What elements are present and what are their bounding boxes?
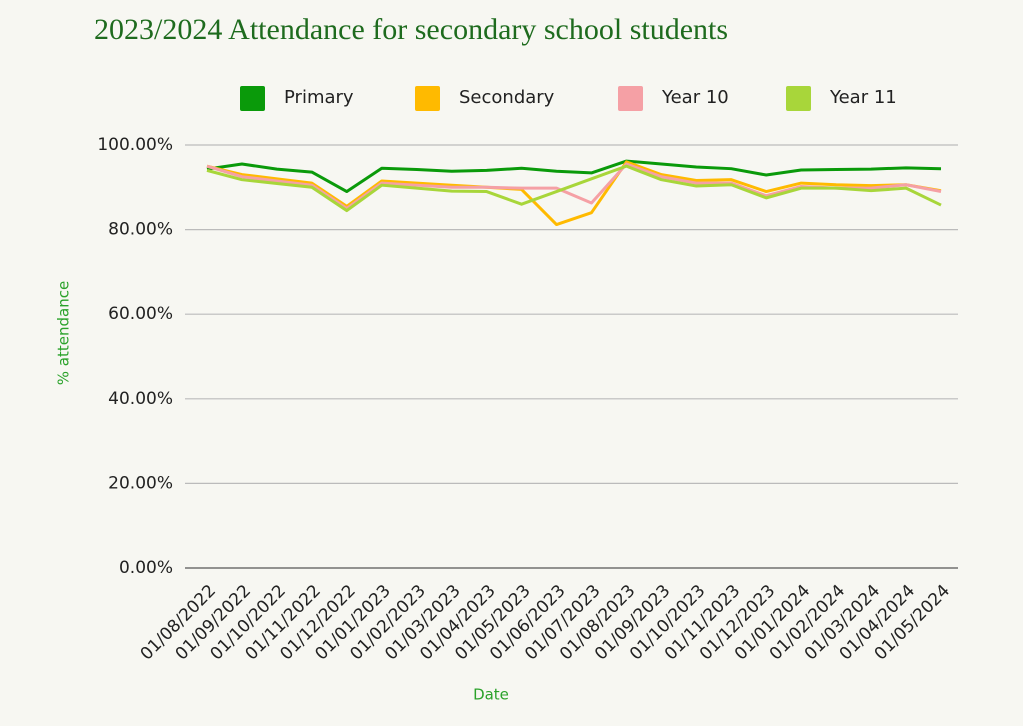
legend-swatch xyxy=(415,86,440,111)
legend-label: Year 10 xyxy=(661,87,729,108)
legend-label: Year 11 xyxy=(829,87,897,108)
y-tick-label: 80.00% xyxy=(108,220,173,240)
legend-label: Secondary xyxy=(459,87,555,108)
y-tick-label: 20.00% xyxy=(108,473,173,493)
y-tick-label: 100.00% xyxy=(97,135,173,155)
series-line xyxy=(206,164,942,213)
legend-swatch xyxy=(786,86,811,111)
y-tick-label: 40.00% xyxy=(108,389,173,409)
series-line xyxy=(206,160,942,227)
legend-swatch xyxy=(618,86,643,111)
y-tick-label: 60.00% xyxy=(108,304,173,324)
y-axis-label: % attendance xyxy=(55,281,73,385)
legend-swatch xyxy=(240,86,265,111)
chart-title: 2023/2024 Attendance for secondary schoo… xyxy=(94,13,728,46)
y-tick-label: 0.00% xyxy=(119,558,173,578)
x-axis-label: Date xyxy=(473,686,509,704)
series-line xyxy=(206,159,942,194)
legend-label: Primary xyxy=(284,87,354,108)
